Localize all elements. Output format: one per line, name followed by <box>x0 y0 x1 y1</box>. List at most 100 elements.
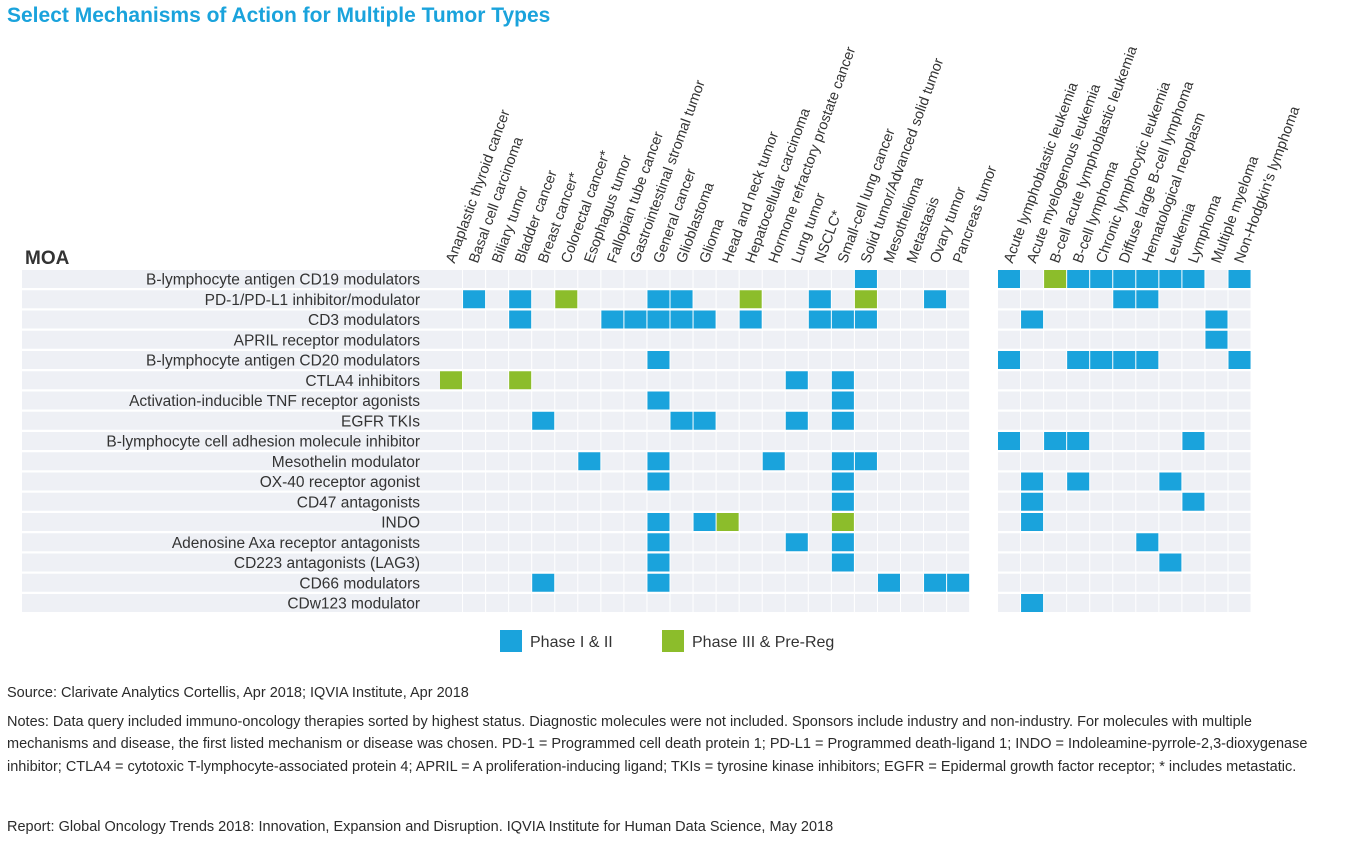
empty-cell <box>578 391 601 410</box>
empty-cell <box>532 270 555 288</box>
empty-cell <box>486 351 509 369</box>
phase-cell <box>1113 351 1136 369</box>
phase-cell <box>924 290 947 309</box>
empty-cell <box>440 533 463 552</box>
empty-cell <box>808 391 831 410</box>
empty-cell <box>509 472 532 491</box>
empty-cell <box>998 391 1021 410</box>
empty-cell <box>1136 330 1159 349</box>
empty-cell <box>716 330 739 349</box>
empty-cell <box>1228 452 1251 471</box>
phase-cell <box>509 371 532 390</box>
empty-cell <box>1205 594 1228 612</box>
empty-cell <box>1136 452 1159 471</box>
row-label-band <box>22 290 440 309</box>
empty-cell <box>1205 573 1228 592</box>
empty-cell <box>670 330 693 349</box>
empty-cell <box>440 513 463 531</box>
empty-cell <box>1021 391 1044 410</box>
empty-cell <box>947 330 970 349</box>
empty-cell <box>1159 290 1182 309</box>
empty-cell <box>1113 472 1136 491</box>
empty-cell <box>624 533 647 552</box>
empty-cell <box>924 452 947 471</box>
empty-cell <box>854 391 877 410</box>
row-label: APRIL receptor modulators <box>234 332 421 349</box>
empty-cell <box>998 452 1021 471</box>
empty-cell <box>1044 533 1067 552</box>
empty-cell <box>509 351 532 369</box>
phase-cell <box>831 492 854 511</box>
empty-cell <box>877 290 900 309</box>
empty-cell <box>555 432 578 450</box>
row-label: CDw123 modulator <box>287 596 420 613</box>
empty-cell <box>1090 513 1113 531</box>
empty-cell <box>532 452 555 471</box>
empty-cell <box>463 351 486 369</box>
empty-cell <box>785 594 808 612</box>
empty-cell <box>532 290 555 309</box>
empty-cell <box>1090 594 1113 612</box>
empty-cell <box>831 270 854 288</box>
empty-cell <box>1021 573 1044 592</box>
empty-cell <box>877 411 900 430</box>
empty-cell <box>716 594 739 612</box>
empty-cell <box>624 290 647 309</box>
empty-cell <box>601 351 624 369</box>
empty-cell <box>998 513 1021 531</box>
empty-cell <box>1228 310 1251 329</box>
empty-cell <box>532 310 555 329</box>
phase-cell <box>647 452 670 471</box>
empty-cell <box>578 310 601 329</box>
phase-cell <box>831 371 854 390</box>
empty-cell <box>947 290 970 309</box>
empty-cell <box>762 371 785 390</box>
empty-cell <box>877 533 900 552</box>
empty-cell <box>1159 371 1182 390</box>
empty-cell <box>670 270 693 288</box>
empty-cell <box>854 411 877 430</box>
empty-cell <box>532 330 555 349</box>
empty-cell <box>762 553 785 572</box>
empty-cell <box>693 553 716 572</box>
empty-cell <box>1228 330 1251 349</box>
phase-cell <box>509 310 532 329</box>
empty-cell <box>693 391 716 410</box>
empty-cell <box>1044 492 1067 511</box>
empty-cell <box>440 594 463 612</box>
empty-cell <box>808 553 831 572</box>
empty-cell <box>624 270 647 288</box>
empty-cell <box>601 533 624 552</box>
empty-cell <box>486 330 509 349</box>
empty-cell <box>601 472 624 491</box>
empty-cell <box>924 513 947 531</box>
empty-cell <box>486 513 509 531</box>
phase-cell <box>647 553 670 572</box>
row-label-band <box>22 573 440 592</box>
empty-cell <box>1044 351 1067 369</box>
row-label-band <box>22 351 440 369</box>
empty-cell <box>532 351 555 369</box>
empty-cell <box>785 310 808 329</box>
empty-cell <box>624 330 647 349</box>
phase-cell <box>647 290 670 309</box>
phase-cell <box>624 310 647 329</box>
empty-cell <box>509 492 532 511</box>
empty-cell <box>1021 371 1044 390</box>
empty-cell <box>901 594 924 612</box>
empty-cell <box>924 371 947 390</box>
empty-cell <box>785 290 808 309</box>
phase-cell <box>670 310 693 329</box>
empty-cell <box>1113 452 1136 471</box>
empty-cell <box>716 351 739 369</box>
empty-cell <box>1021 411 1044 430</box>
empty-cell <box>693 452 716 471</box>
empty-cell <box>762 432 785 450</box>
empty-cell <box>947 472 970 491</box>
empty-cell <box>1205 472 1228 491</box>
empty-cell <box>901 310 924 329</box>
phase-cell <box>831 391 854 410</box>
empty-cell <box>762 310 785 329</box>
empty-cell <box>624 391 647 410</box>
phase-cell <box>647 351 670 369</box>
